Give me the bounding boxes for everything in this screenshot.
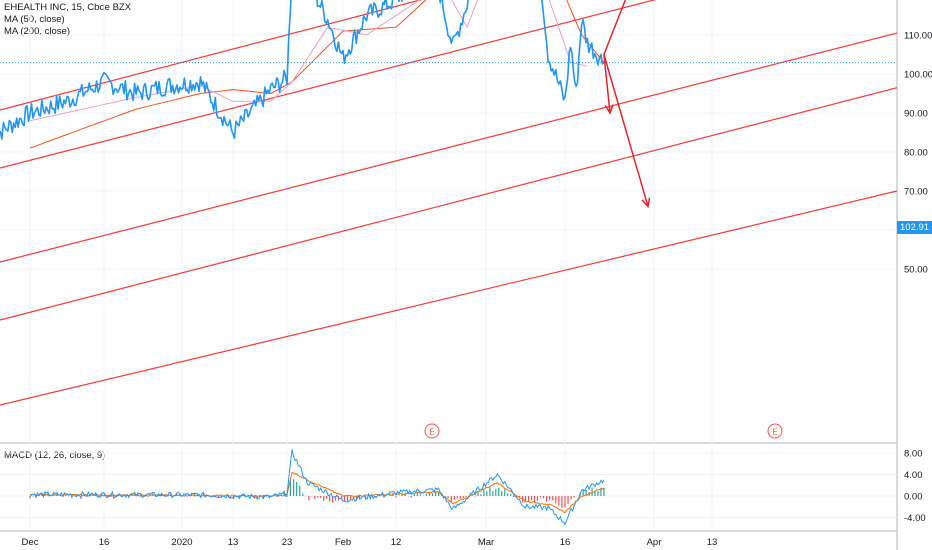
arrow-down-head xyxy=(641,197,651,209)
earnings-marker xyxy=(424,423,440,439)
arrow-down xyxy=(603,54,649,207)
time-tick-label: 23 xyxy=(282,537,293,548)
legend-ma50: MA (50, close) xyxy=(4,14,65,25)
time-tick-label: 16 xyxy=(560,537,571,548)
legend-macd: MACD (12, 26, close, 9) xyxy=(4,450,106,461)
trend-channel-line xyxy=(0,87,898,321)
time-tick-label: Mar xyxy=(478,537,494,548)
arrow-mid-head xyxy=(604,104,614,115)
arrow-mid xyxy=(603,54,611,114)
price-tick-label: 70.00 xyxy=(904,187,928,198)
current-price-tag: 102.91 xyxy=(897,221,932,234)
time-tick-label: 12 xyxy=(391,537,402,548)
chart-legend: EHEALTH INC, 15, Cboe BZX MA (50, close)… xyxy=(4,2,131,38)
trend-channel-line xyxy=(0,0,423,111)
macd-signal-line xyxy=(29,471,605,514)
trend-channel-line xyxy=(0,32,898,263)
price-tick-label: 90.00 xyxy=(904,109,928,120)
macd-legend: MACD (12, 26, close, 9) xyxy=(4,450,105,462)
time-tick-label: Apr xyxy=(647,537,662,548)
grid xyxy=(0,0,898,550)
axes: 50.0060.0070.0080.0090.00100.00110.00120… xyxy=(22,0,932,548)
ma200-line xyxy=(29,0,605,149)
time-tick-label: 13 xyxy=(228,537,239,548)
earnings-marker xyxy=(767,423,783,439)
macd-pane xyxy=(29,449,605,526)
ma50-line xyxy=(29,0,588,122)
time-tick-label: Feb xyxy=(335,537,351,548)
macd-tick-label: 0.00 xyxy=(904,492,923,503)
trend-channel-line xyxy=(0,190,898,406)
macd-tick-label: 8.00 xyxy=(904,449,923,460)
legend-ma200: MA (200, close) xyxy=(4,26,70,37)
arrow-up xyxy=(603,0,627,55)
time-tick-label: 13 xyxy=(707,537,718,548)
earnings-marker-label: E xyxy=(772,428,777,437)
price-line xyxy=(0,0,605,140)
macd-tick-label: 4.00 xyxy=(904,470,923,481)
macd-tick-label: -4.00 xyxy=(904,513,926,524)
trend-channel-line xyxy=(0,0,657,169)
time-tick-label: 2020 xyxy=(171,537,192,548)
price-tick-label: 120.00 xyxy=(904,0,932,3)
price-tick-label: 110.00 xyxy=(904,31,932,42)
earnings-marker-label: E xyxy=(429,428,434,437)
macd-line xyxy=(29,449,605,526)
price-tick-label: 100.00 xyxy=(904,70,932,81)
price-tick-label: 80.00 xyxy=(904,148,928,159)
legend-symbol: EHEALTH INC, 15, Cboe BZX xyxy=(4,2,132,13)
time-tick-label: Dec xyxy=(22,537,39,548)
price-tick-label: 50.00 xyxy=(904,265,928,276)
time-tick-label: 16 xyxy=(99,537,110,548)
